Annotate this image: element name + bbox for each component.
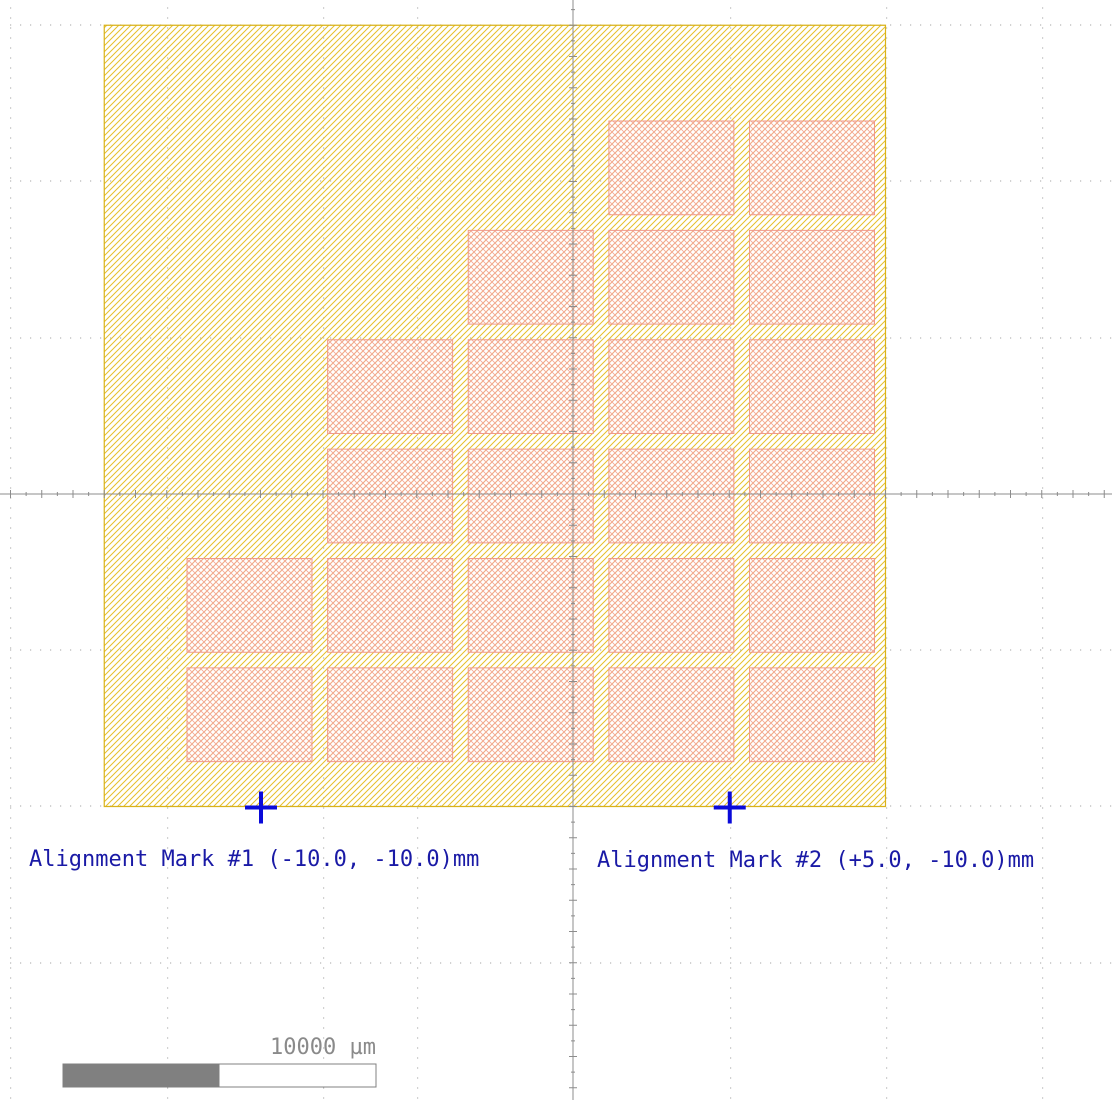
die-r2-c1: [327, 339, 454, 434]
die-r2-c2: [467, 339, 594, 434]
die-r3-c4: [749, 448, 875, 544]
die-r0-c4: [749, 120, 875, 216]
alignment-marks: [245, 791, 746, 824]
die-r3-c3: [608, 448, 735, 544]
die-r4-c4: [749, 558, 875, 653]
alignment-mark-label-2: Alignment Mark #2 (+5.0, -10.0)mm: [597, 848, 1034, 873]
die-r2-c4: [749, 339, 875, 434]
die-r5-c0: [186, 667, 313, 763]
die-r2-c3: [608, 339, 735, 434]
die-r4-c2: [467, 558, 594, 653]
die-r1-c2: [467, 229, 594, 325]
scale-bar-label: 10000 µm: [270, 1035, 376, 1060]
die-r3-c1: [327, 448, 454, 544]
die-r3-c2: [467, 448, 594, 544]
die-r5-c2: [467, 667, 594, 763]
axis-ticks: [10, 9, 1105, 1089]
die-r1-c4: [749, 229, 875, 325]
die-r5-c1: [327, 667, 454, 763]
die-r4-c1: [327, 558, 454, 653]
alignment-mark-cross-1: [245, 791, 277, 824]
die-r5-c3: [608, 667, 735, 763]
alignment-mark-label-2-group: Alignment Mark #2 (+5.0, -10.0)mm: [597, 848, 1034, 873]
die-r4-c3: [608, 558, 735, 653]
die-r1-c3: [608, 229, 735, 325]
scale-bar: 10000 µm: [62, 1035, 377, 1088]
die-r5-c4: [749, 667, 875, 763]
die-array: [186, 120, 875, 763]
alignment-mark-label-1: Alignment Mark #1 (-10.0, -10.0)mm: [29, 847, 479, 872]
die-r0-c3: [608, 120, 735, 216]
alignment-mark-label-1-group: Alignment Mark #1 (-10.0, -10.0)mm: [29, 847, 479, 872]
alignment-mark-cross-2: [713, 791, 746, 824]
scale-bar-fill: [63, 1064, 220, 1087]
die-r4-c0: [186, 558, 313, 653]
